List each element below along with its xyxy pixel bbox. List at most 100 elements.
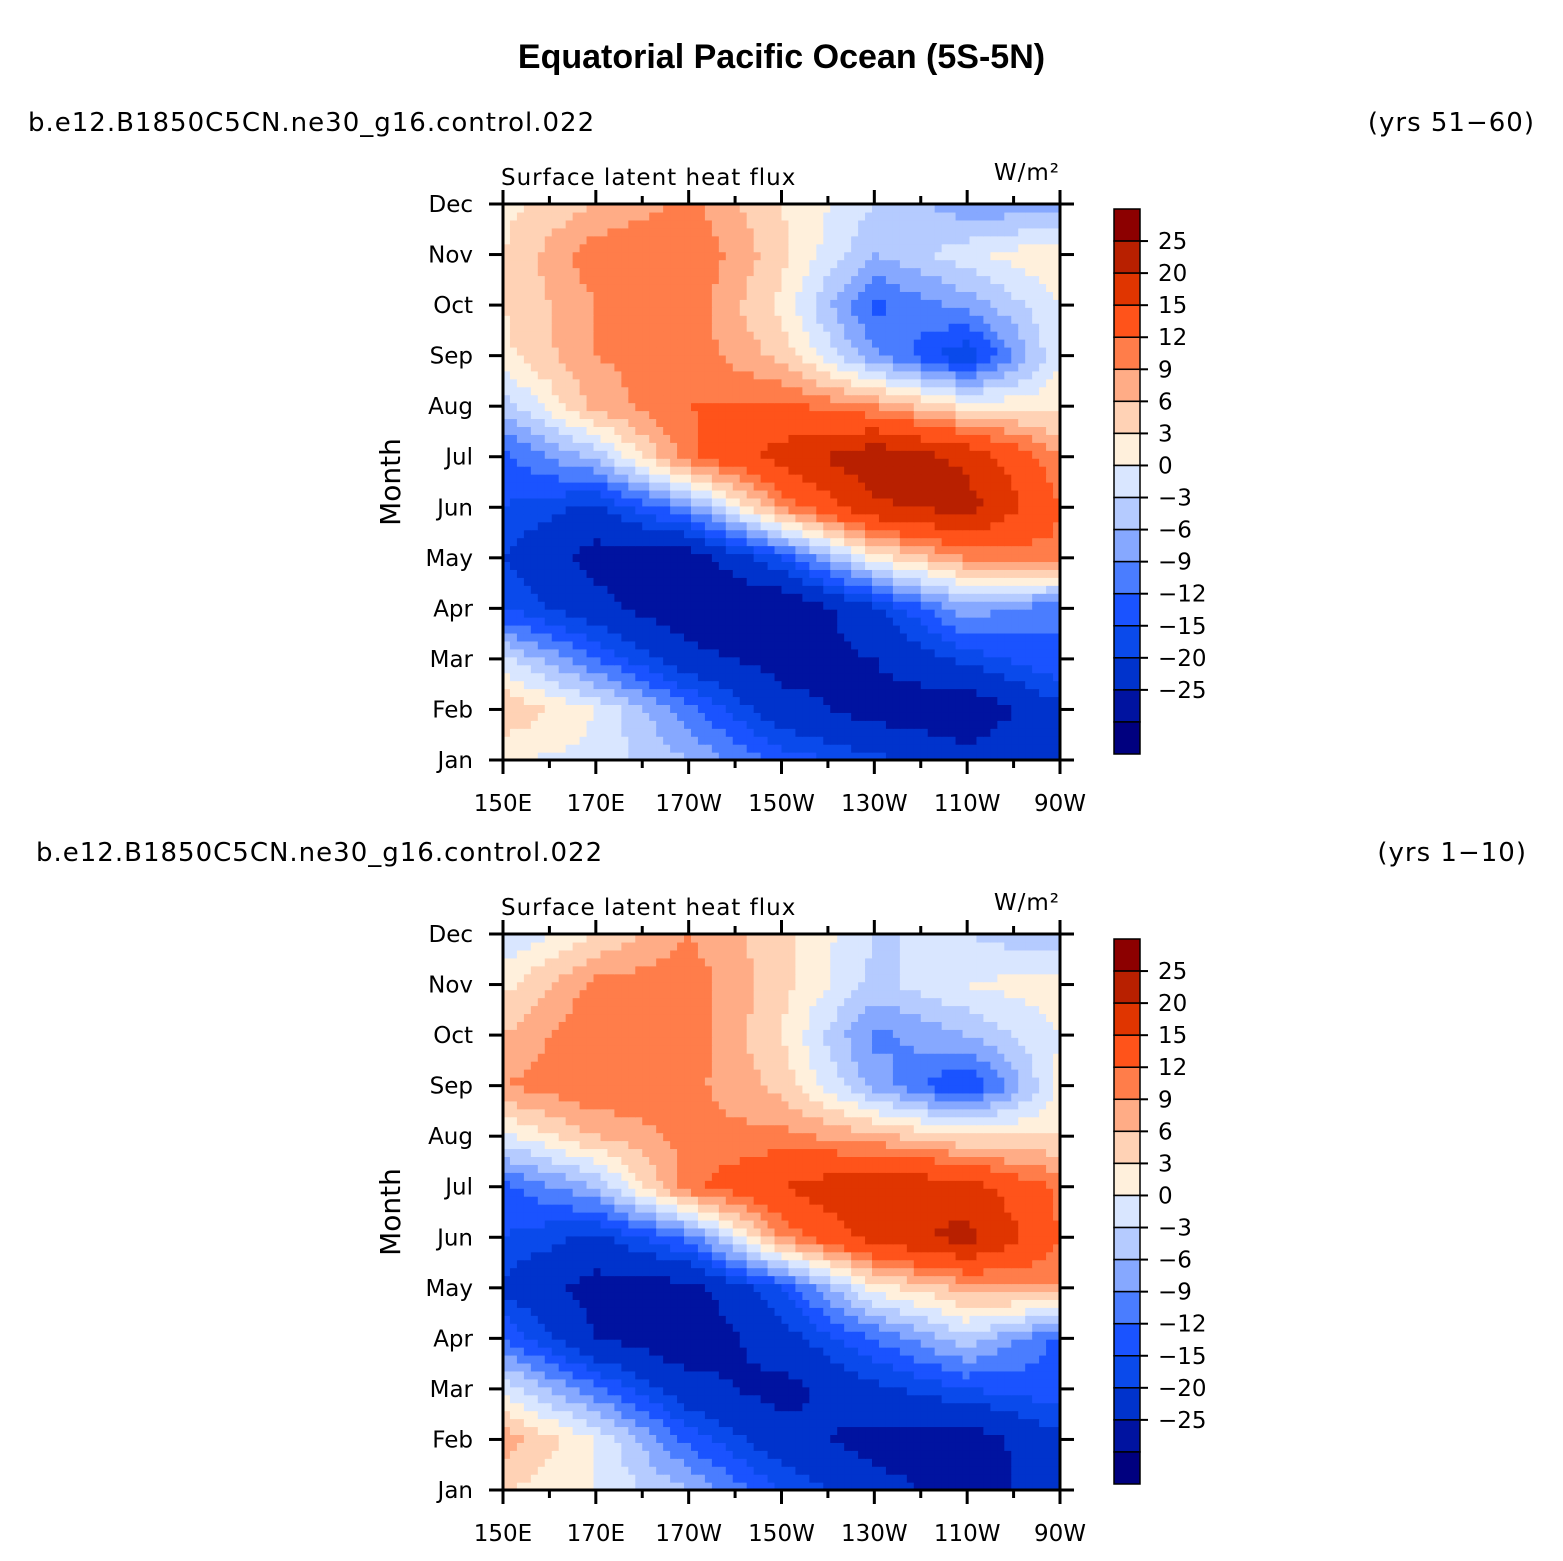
heatmap-cell: [704, 601, 713, 610]
heatmap-cell: [530, 474, 539, 483]
heatmap-cell: [1039, 482, 1047, 491]
heatmap-cell: [920, 744, 929, 753]
heatmap-cell: [976, 553, 985, 563]
heatmap-cell: [503, 704, 511, 713]
heatmap-cell: [899, 688, 908, 698]
heatmap-cell: [544, 505, 553, 515]
heatmap-cell: [656, 561, 664, 570]
heatmap-cell: [663, 450, 671, 459]
heatmap-cell: [1004, 378, 1012, 388]
heatmap-cell: [509, 378, 518, 388]
heatmap-cell: [906, 744, 915, 753]
heatmap-cell: [872, 505, 880, 515]
heatmap-cell: [628, 664, 636, 674]
heatmap-cell: [739, 418, 748, 427]
heatmap-cell: [851, 418, 859, 427]
heatmap-cell: [802, 402, 810, 412]
heatmap-cell: [899, 394, 908, 404]
heatmap-cell: [537, 569, 546, 578]
heatmap-cell: [802, 545, 810, 555]
heatmap-cell: [851, 394, 859, 404]
heatmap-cell: [760, 704, 769, 713]
heatmap-cell: [711, 346, 720, 356]
heatmap-cell: [558, 354, 567, 364]
heatmap-cell: [830, 354, 838, 364]
heatmap-cell: [642, 704, 650, 713]
heatmap-cell: [746, 680, 755, 690]
heatmap-cell: [642, 489, 650, 499]
heatmap-cell: [788, 513, 797, 523]
heatmap-cell: [872, 521, 880, 531]
heatmap-cell: [642, 275, 650, 285]
heatmap-cell: [934, 291, 943, 300]
heatmap-cell: [837, 553, 845, 563]
heatmap-cell: [823, 569, 831, 578]
heatmap-cell: [600, 744, 609, 753]
heatmap-cell: [572, 307, 581, 316]
heatmap-cell: [558, 553, 567, 563]
heatmap-cell: [955, 370, 964, 380]
heatmap-cell: [1053, 593, 1061, 602]
heatmap-cell: [851, 283, 859, 292]
heatmap-cell: [649, 537, 657, 547]
heatmap-cell: [983, 323, 991, 332]
heatmap-cell: [830, 291, 838, 300]
heatmap-cell: [516, 680, 525, 690]
heatmap-cell: [906, 275, 915, 285]
heatmap-cell: [983, 458, 991, 467]
heatmap-cell: [767, 315, 776, 324]
heatmap-cell: [892, 410, 901, 420]
heatmap-cell: [697, 728, 706, 737]
heatmap-cell: [600, 513, 609, 523]
heatmap-cell: [885, 672, 894, 682]
heatmap-cell: [1011, 307, 1019, 316]
heatmap-cell: [1046, 426, 1054, 435]
heatmap-cell: [816, 323, 824, 332]
heatmap-cell: [955, 418, 964, 427]
heatmap-cell: [781, 346, 790, 356]
heatmap-cell: [872, 648, 880, 658]
heatmap-cell: [704, 331, 713, 340]
heatmap-cell: [523, 728, 532, 737]
heatmap-cell: [530, 283, 539, 292]
heatmap-cell: [976, 720, 985, 729]
heatmap-cell: [767, 275, 776, 285]
heatmap-cell: [586, 307, 595, 316]
heatmap-cell: [663, 593, 671, 602]
heatmap-cell: [670, 720, 678, 729]
heatmap-cell: [579, 283, 588, 292]
heatmap-cell: [684, 354, 692, 364]
heatmap-cell: [1011, 299, 1019, 308]
heatmap-cell: [677, 458, 685, 467]
heatmap-cell: [788, 370, 797, 380]
heatmap-cell: [621, 688, 629, 698]
heatmap-cell: [558, 569, 567, 578]
heatmap-cell: [858, 624, 866, 634]
heatmap-cell: [983, 275, 991, 285]
heatmap-cell: [663, 521, 671, 531]
heatmap-cell: [1011, 482, 1019, 491]
heatmap-cell: [899, 537, 908, 547]
heatmap-cell: [760, 696, 769, 705]
heatmap-cell: [586, 346, 595, 356]
heatmap-cell: [906, 354, 915, 364]
panel1-contour-field: [503, 204, 1061, 761]
heatmap-cell: [628, 489, 636, 499]
heatmap-cell: [906, 513, 915, 523]
heatmap-cell: [544, 323, 553, 332]
heatmap-cell: [656, 505, 664, 515]
heatmap-cell: [976, 529, 985, 539]
heatmap-cell: [572, 640, 581, 650]
heatmap-cell: [718, 378, 727, 388]
heatmap-cell: [788, 561, 797, 570]
heatmap-cell: [809, 545, 817, 555]
heatmap-cell: [579, 585, 588, 594]
heatmap-cell: [725, 489, 734, 499]
heatmap-cell: [1039, 450, 1047, 459]
heatmap-cell: [997, 664, 1005, 674]
heatmap-cell: [537, 378, 546, 388]
heatmap-cell: [614, 696, 622, 705]
heatmap-cell: [684, 632, 692, 642]
heatmap-cell: [892, 482, 901, 491]
heatmap-cell: [913, 442, 922, 451]
